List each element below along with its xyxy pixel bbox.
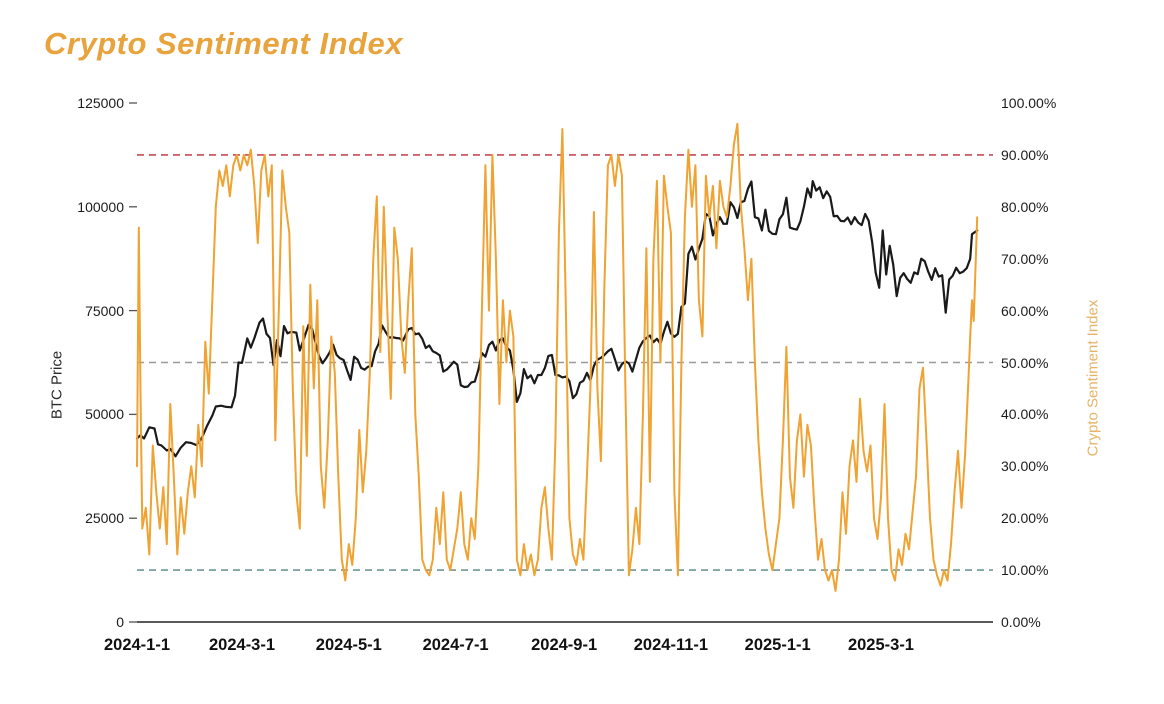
right-axis-tick-label: 70.00% — [1001, 250, 1049, 267]
right-axis-tick-label: 30.00% — [1001, 458, 1049, 475]
x-axis-tick-label: 2024-11-1 — [633, 636, 709, 654]
x-axis-tick-label: 2024-5-1 — [315, 636, 382, 654]
left-axis-tick-label: 0 — [116, 614, 124, 630]
x-axis-tick-label: 2024-7-1 — [422, 636, 489, 654]
left-axis-tick-label: 75000 — [85, 302, 124, 319]
right-axis-tick-label: 10.00% — [1001, 562, 1049, 579]
right-axis-tick-label: 50.00% — [1001, 354, 1049, 371]
sentiment-line — [136, 122, 979, 592]
left-axis-tick-label: 100000 — [77, 198, 124, 215]
left-axis-tick-label: 125000 — [77, 95, 124, 111]
x-axis-tick-label: 2025-3-1 — [847, 636, 914, 654]
left-axis-tick-label: 25000 — [85, 510, 124, 527]
right-axis-tick-label: 100.00% — [1001, 95, 1057, 111]
right-axis-tick-label: 0.00% — [1001, 614, 1041, 630]
right-axis-tick-label: 90.00% — [1001, 146, 1049, 163]
x-axis-tick-label: 2024-1-1 — [103, 636, 171, 654]
x-axis-tick-label: 2024-3-1 — [208, 636, 276, 654]
right-axis-tick-label: 80.00% — [1001, 198, 1049, 215]
right-axis-tick-label: 60.00% — [1001, 302, 1049, 319]
btc-price-line — [135, 180, 979, 458]
left-axis-tick-label: 50000 — [85, 406, 124, 423]
right-axis-tick-label: 40.00% — [1001, 406, 1049, 423]
x-axis-tick-label: 2024-9-1 — [531, 636, 598, 654]
left-axis-title: BTC Price — [48, 350, 66, 420]
right-axis-title: Crypto Sentiment Index — [1084, 299, 1102, 457]
right-axis-tick-label: 20.00% — [1001, 510, 1049, 527]
x-axis-tick-label: 2025-1-1 — [744, 636, 811, 654]
page-title: Crypto Sentiment Index — [44, 26, 403, 61]
